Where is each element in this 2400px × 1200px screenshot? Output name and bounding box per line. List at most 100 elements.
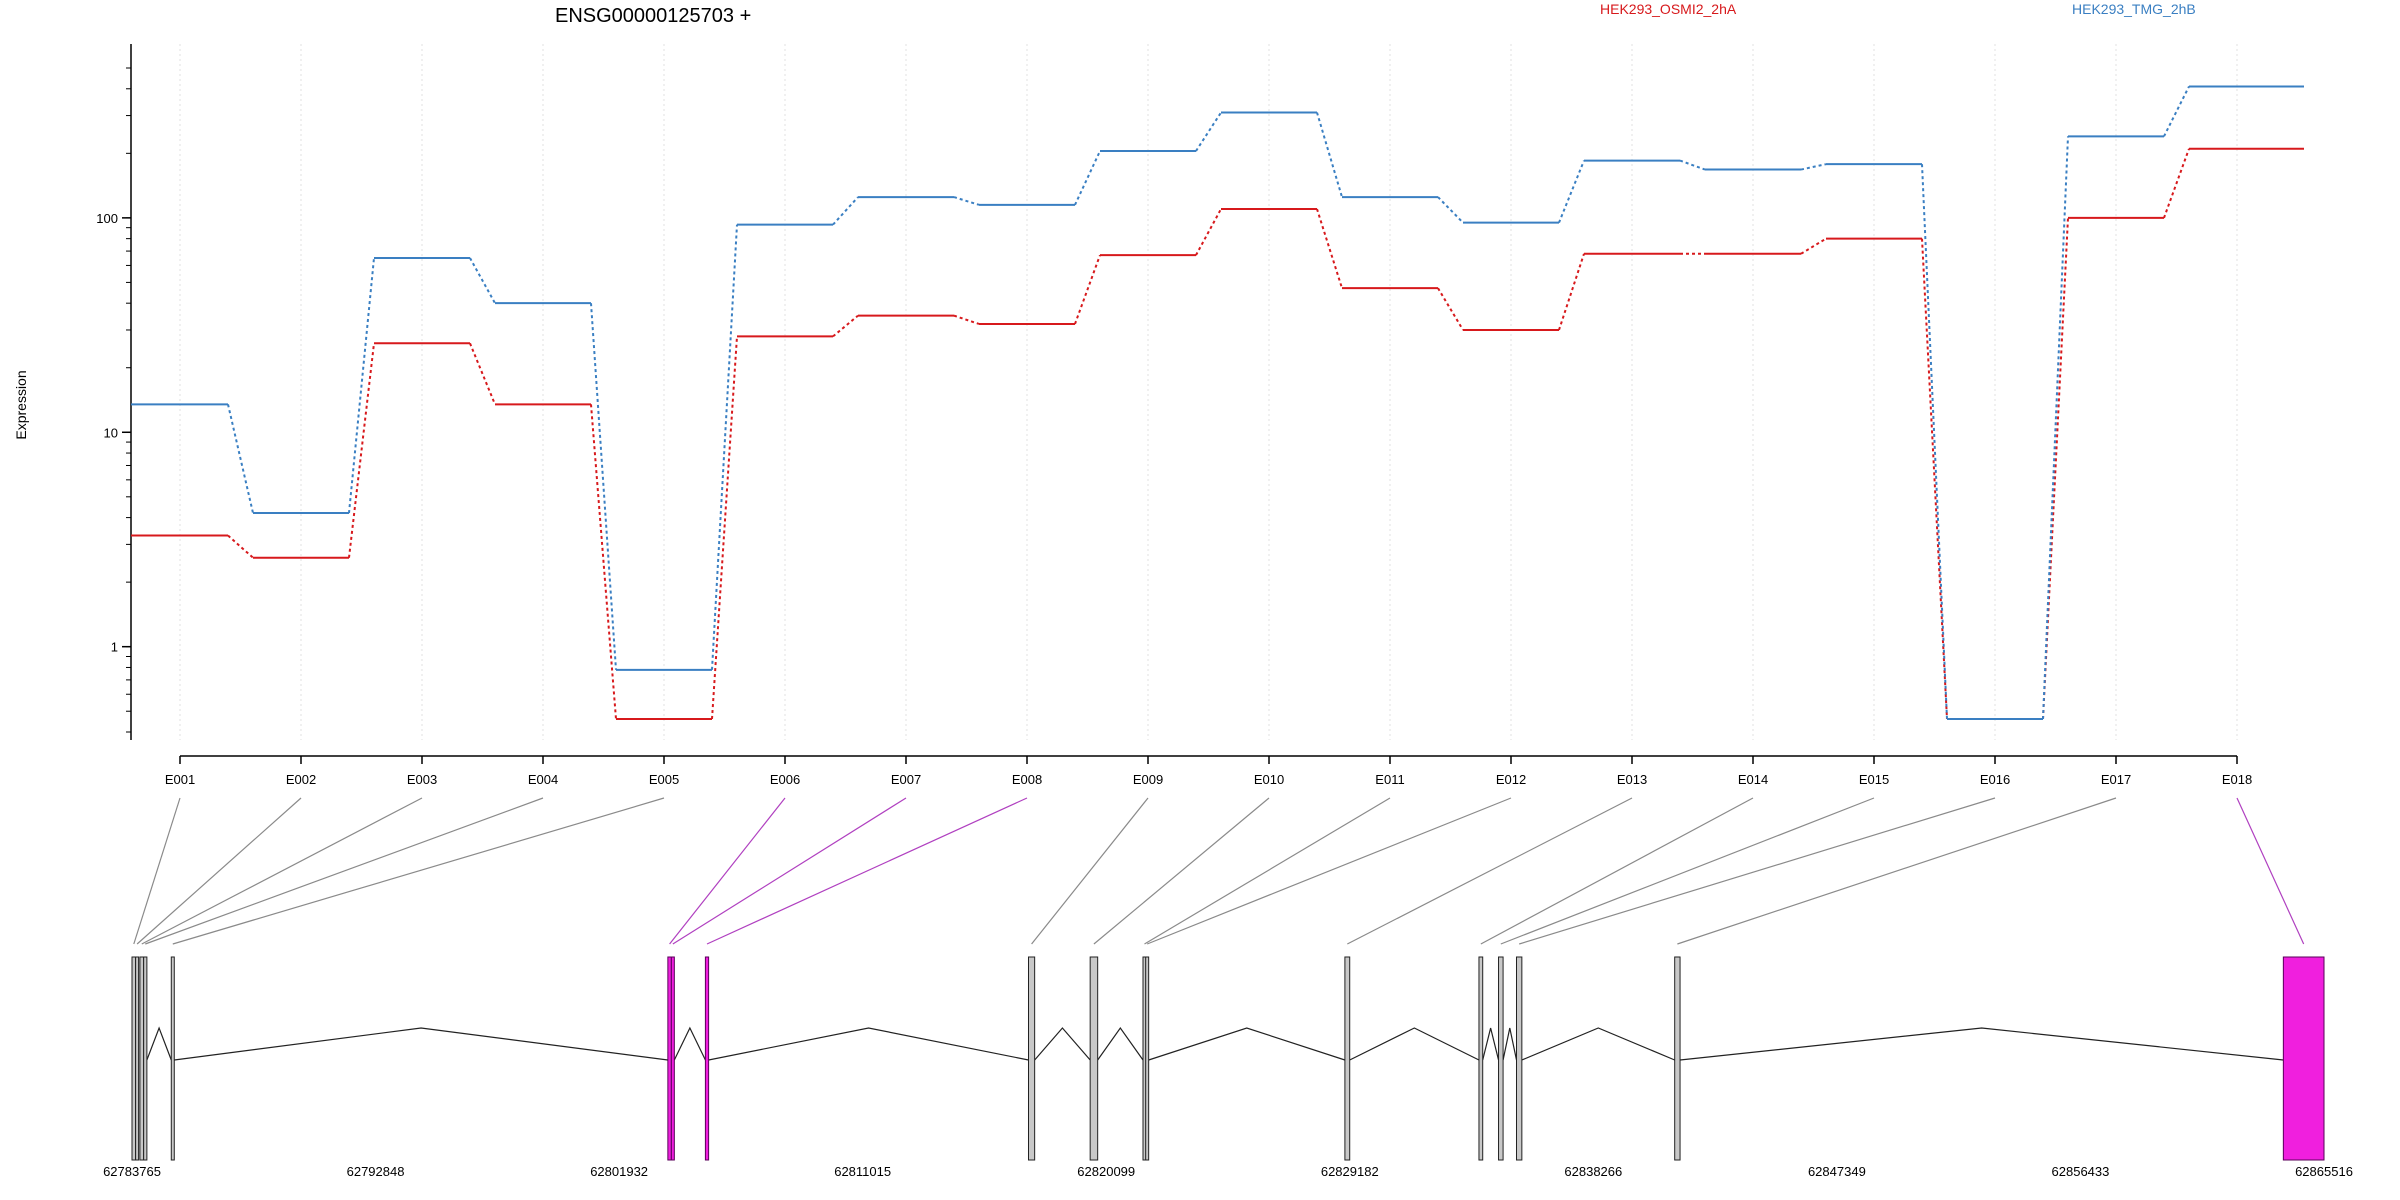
exon-box	[135, 956, 140, 1161]
gene-model-layer: 62783765 62792848 62801932 62811015 62820099…	[103, 956, 2353, 1179]
exon-box	[1478, 956, 1484, 1161]
intron-line	[1679, 1027, 2284, 1061]
intron-line	[1482, 1027, 1500, 1061]
y-tick-label: 100	[96, 211, 118, 226]
intron-line	[673, 1026, 706, 1061]
series-transition	[469, 342, 496, 405]
intron-line	[146, 1026, 172, 1061]
series-transition	[1195, 208, 1222, 256]
series-transition	[711, 224, 738, 670]
series-transition	[590, 303, 617, 670]
genomic-coordinate-label: 62801932	[590, 1164, 648, 1179]
series-transition	[832, 314, 859, 338]
x-tick-label: E013	[1617, 772, 1647, 787]
series-layer	[131, 85, 2304, 720]
series-transition	[1558, 160, 1585, 224]
exon-connector	[145, 797, 544, 945]
exon-box	[143, 956, 148, 1161]
x-tick-label: E014	[1738, 772, 1768, 787]
grid-layer	[179, 44, 2238, 740]
intron-line	[1034, 1027, 1091, 1061]
x-tick-label: E004	[528, 772, 558, 787]
exon-connector	[141, 797, 423, 945]
exon-box	[1027, 956, 1036, 1161]
x-tick-label: E008	[1012, 772, 1042, 787]
exon-connector	[672, 797, 907, 945]
exon-connector	[172, 797, 665, 945]
series-transition	[2163, 148, 2190, 219]
intron-line	[1097, 1026, 1144, 1061]
exon-connector	[136, 797, 302, 945]
series-transition	[590, 404, 617, 720]
legend-label-series-2: HEK293_TMG_2hB	[2072, 1, 2196, 17]
intron-line	[1148, 1027, 1346, 1061]
exon-box	[2282, 956, 2325, 1161]
x-tick-label: E002	[286, 772, 316, 787]
series-transition	[1800, 237, 1827, 255]
intron-line	[708, 1027, 1029, 1061]
y-axis-label: Expression	[13, 370, 29, 439]
exon-connector	[1146, 797, 1512, 945]
intron-line	[174, 1027, 668, 1061]
exon-box	[1145, 956, 1150, 1161]
x-tick-label: E007	[891, 772, 921, 787]
genomic-coordinate-label: 62856433	[2052, 1164, 2110, 1179]
intron-line	[1521, 1027, 1675, 1061]
series-transition	[1921, 238, 1948, 720]
exon-connector	[1480, 797, 1754, 945]
x-tick-label: E017	[2101, 772, 2131, 787]
series-transition	[1195, 111, 1222, 152]
exon-connector	[706, 797, 1028, 945]
series-transition	[227, 404, 254, 514]
series-transition	[1921, 164, 1948, 720]
series-transition	[1800, 163, 1827, 171]
exon-box	[667, 956, 672, 1161]
exon-box	[1089, 956, 1099, 1161]
exon-box	[170, 956, 175, 1161]
genomic-coordinate-label: 62792848	[347, 1164, 405, 1179]
x-tick-label: E015	[1859, 772, 1889, 787]
series-transition	[1679, 159, 1706, 171]
exon-box	[1498, 956, 1504, 1161]
exon-box	[704, 956, 710, 1161]
exon-box	[139, 956, 145, 1161]
series-transition	[1558, 253, 1585, 331]
intron-line	[1349, 1027, 1480, 1061]
x-tick-label: E011	[1375, 772, 1404, 787]
series-transition	[711, 336, 738, 720]
exon-connector	[1677, 797, 2117, 945]
legend-label-series-1: HEK293_OSMI2_2hA	[1600, 1, 1737, 17]
exon-connector	[133, 797, 181, 945]
series-1	[131, 147, 2304, 720]
y-tick-label: 1	[111, 640, 118, 655]
series-transition	[2042, 136, 2069, 720]
exon-connector	[1519, 797, 1996, 945]
genomic-coordinate-label: 62783765	[103, 1164, 161, 1179]
x-tick-label: E001	[165, 772, 195, 787]
y-tick-label: 10	[104, 425, 118, 440]
exon-box	[670, 956, 675, 1161]
x-tick-label: E006	[770, 772, 800, 787]
series-transition	[953, 314, 980, 325]
series-transition	[469, 257, 496, 304]
exon-connector	[1093, 797, 1270, 945]
x-tick-label: E005	[649, 772, 679, 787]
genomic-coordinate-label: 62829182	[1321, 1164, 1379, 1179]
exon-box	[1344, 956, 1351, 1161]
series-transition	[953, 196, 980, 206]
intron-line	[1502, 1027, 1518, 1061]
series-transition	[227, 534, 254, 559]
genomic-coordinate-label: 62865516	[2295, 1164, 2353, 1179]
series-2	[131, 85, 2304, 720]
x-tick-label: E012	[1496, 772, 1526, 787]
exon-box	[1674, 956, 1681, 1161]
exon-connector	[1031, 797, 1149, 945]
series-transition	[1074, 254, 1101, 325]
chart-title: ENSG00000125703 +	[555, 5, 751, 27]
genomic-coordinate-label: 62820099	[1077, 1164, 1135, 1179]
series-transition	[348, 257, 375, 514]
series-transition	[1437, 287, 1464, 331]
x-tick-label: E003	[407, 772, 437, 787]
